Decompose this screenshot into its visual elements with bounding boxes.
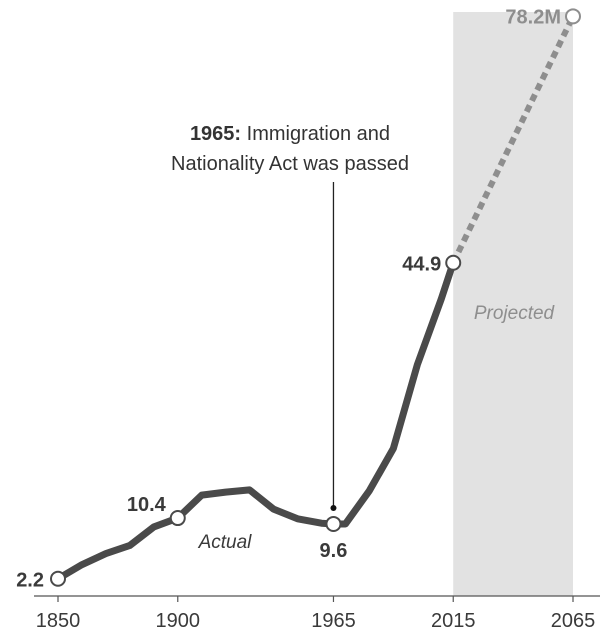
x-axis: 1850 1900 1965 2015 2065	[34, 595, 600, 632]
projected-period-shading	[453, 12, 573, 596]
value-labels: 2.2 10.4 9.6 44.9 78.2M Actual Projected	[16, 6, 561, 591]
data-label: 44.9	[402, 254, 441, 276]
annotation-line-2: Nationality Act was passed	[171, 153, 409, 175]
series-lines	[54, 15, 576, 583]
data-point-marker	[565, 8, 581, 25]
highlight-points	[50, 8, 581, 587]
data-label: 10.4	[127, 494, 167, 516]
data-point-marker	[445, 254, 462, 271]
x-tick-label: 2015	[431, 610, 476, 632]
x-tick-label: 1850	[36, 610, 81, 632]
actual-series-line	[54, 259, 457, 583]
annotation: 1965: Immigration and Nationality Act was…	[171, 123, 409, 511]
projected-series-line	[450, 15, 576, 265]
data-point-marker	[50, 570, 66, 587]
data-label: 2.2	[16, 570, 44, 592]
annotation-line-1: 1965: Immigration and	[190, 123, 390, 145]
data-label: 9.6	[320, 540, 348, 562]
x-tick-label: 2065	[551, 610, 596, 632]
annotation-text-1: Immigration and	[241, 123, 390, 145]
actual-series-label: Actual	[198, 532, 253, 553]
x-tick-label: 1965	[311, 610, 356, 632]
data-point-marker	[169, 510, 186, 527]
x-tick-label: 1900	[156, 610, 201, 632]
data-label: 78.2M	[505, 6, 561, 28]
projected-series-label: Projected	[474, 303, 556, 324]
annotation-dot	[330, 505, 337, 511]
annotation-year: 1965:	[190, 123, 241, 145]
data-point-marker	[325, 515, 342, 532]
